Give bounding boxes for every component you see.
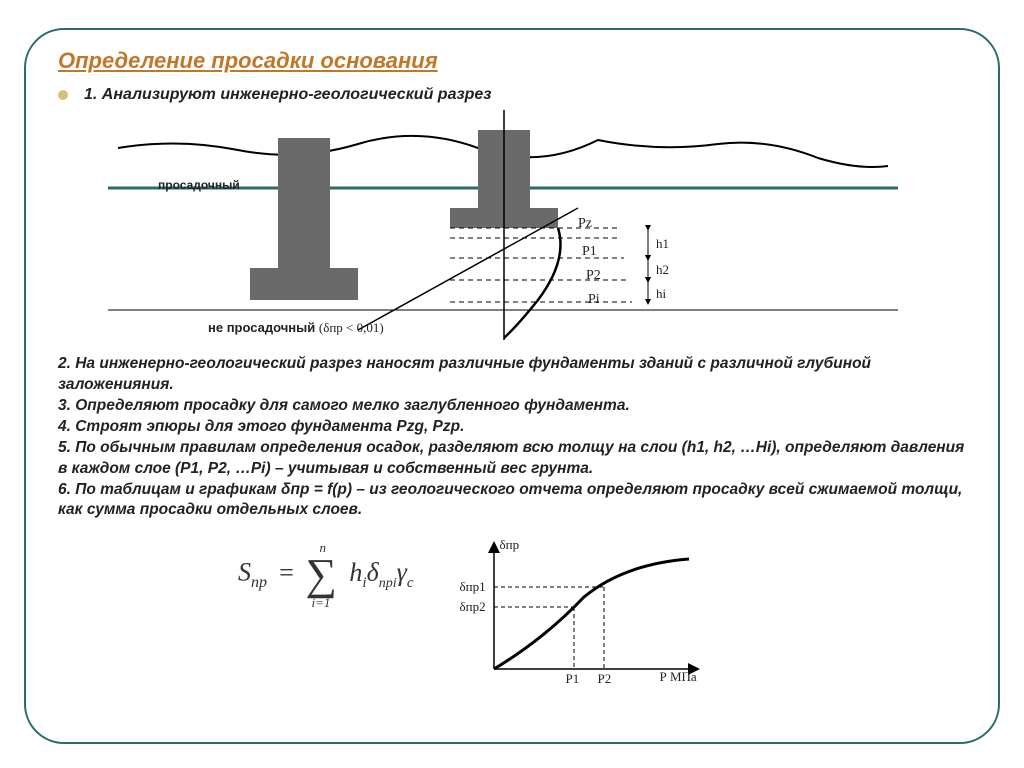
x-axis-label: Р МПа [660,669,697,685]
x-tick-1: Р1 [566,671,580,687]
noncollapsible-label: не просадочный (δпр < 0,01) [208,320,384,336]
h-label-1: h1 [656,236,669,252]
slide-title: Определение просадки основания [58,48,974,74]
slide-content: Определение просадки основания 1. Анализ… [58,48,974,728]
noncollapsible-text: не просадочный [208,320,315,335]
y-axis-label: δпр [500,537,520,553]
step-1-text: 1. Анализируют инженерно-геологический р… [84,86,491,104]
sum-top: n [320,543,327,553]
p-label-1: P1 [582,244,597,260]
body-steps: 2. На инженерно-геологический разрез нан… [58,354,974,521]
bottom-row: SSпрпр = ∑ n i=1 hiδnpiγc [58,539,974,689]
p-label-2: P2 [586,268,601,284]
y-tick-2: δпр2 [460,599,486,615]
h-label-i: hi [656,286,666,302]
p-label-z: Pz [578,216,592,232]
delta-p-chart: δпр Р МПа δпр1 δпр2 Р1 Р2 [454,539,714,689]
formula: SSпрпр = ∑ n i=1 hiδnpiγc [238,539,414,592]
collapsible-label: просадочный [158,178,240,192]
step-1-row: 1. Анализируют инженерно-геологический р… [58,86,974,104]
cross-section-diagram: просадочный не просадочный (δпр < 0,01) … [58,110,974,340]
bullet-icon [58,90,68,100]
sum-bottom: i=1 [312,598,331,608]
x-tick-2: Р2 [598,671,612,687]
noncollapsible-cond: (δпр < 0,01) [319,320,384,335]
h-label-2: h2 [656,262,669,278]
y-tick-1: δпр1 [460,579,486,595]
p-label-i: Pi [588,292,600,308]
